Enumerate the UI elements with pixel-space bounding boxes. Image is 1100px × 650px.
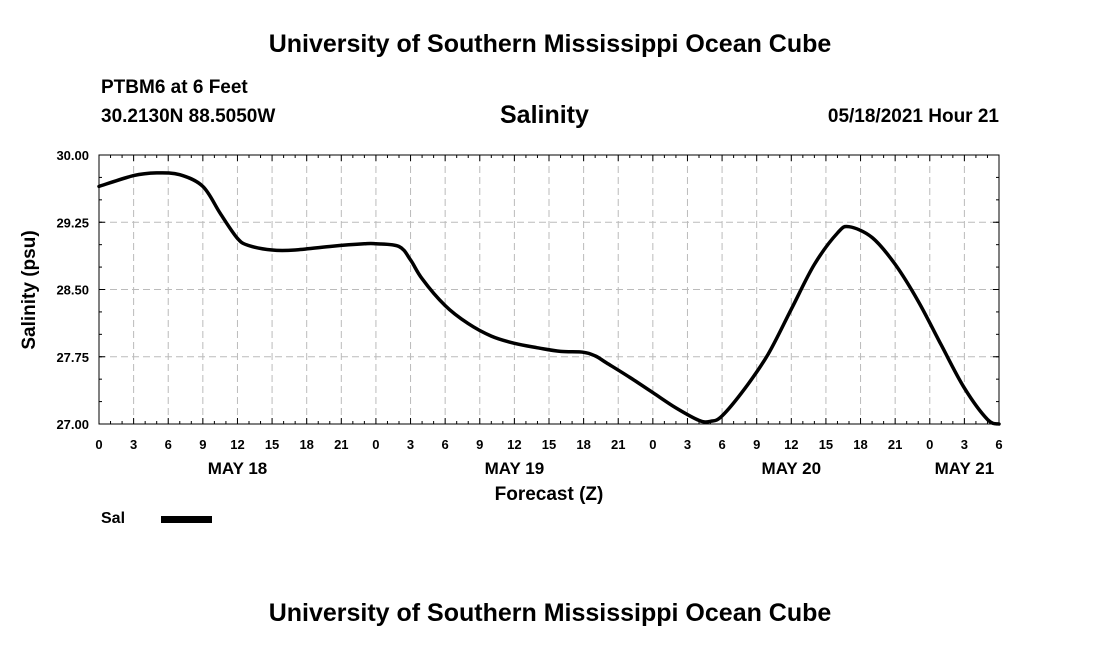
date-label: MAY 21: [935, 459, 995, 478]
x-tick-label: 3: [684, 437, 691, 452]
station-coordinates: 30.2130N 88.5050W: [101, 106, 276, 127]
legend-label: Sal: [101, 510, 126, 527]
x-tick-label: 6: [165, 437, 172, 452]
y-tick-label: 27.75: [56, 350, 89, 365]
x-tick-label: 3: [407, 437, 414, 452]
x-tick-label: 6: [718, 437, 725, 452]
x-tick-label: 6: [995, 437, 1002, 452]
x-tick-label: 15: [265, 437, 279, 452]
x-axis-title: Forecast (Z): [495, 484, 604, 505]
x-tick-label: 9: [476, 437, 483, 452]
x-tick-label: 15: [819, 437, 833, 452]
x-tick-label: 9: [753, 437, 760, 452]
y-axis-title: Salinity (psu): [19, 230, 40, 349]
x-tick-label: 21: [611, 437, 625, 452]
grid-lines: [99, 155, 999, 424]
x-tick-label: 18: [299, 437, 313, 452]
plot-frame: [98, 154, 1000, 425]
y-tick-label: 27.00: [56, 417, 89, 432]
series-layer: [97, 171, 1001, 426]
station-label: PTBM6 at 6 Feet: [101, 77, 248, 98]
variable-title: Salinity: [500, 101, 589, 129]
date-label: MAY 19: [485, 459, 545, 478]
x-tick-label: 0: [926, 437, 933, 452]
forecast-datetime: 05/18/2021 Hour 21: [827, 106, 999, 127]
y-tick-label: 29.25: [56, 215, 89, 230]
x-tick-label: 21: [888, 437, 902, 452]
x-tick-label: 0: [95, 437, 102, 452]
x-tick-label: 6: [442, 437, 449, 452]
x-tick-label: 3: [130, 437, 137, 452]
x-tick-label: 0: [372, 437, 379, 452]
x-tick-label: 12: [507, 437, 521, 452]
date-label: MAY 18: [208, 459, 268, 478]
chart-title: University of Southern Mississippi Ocean…: [268, 30, 832, 58]
y-tick-label: 30.00: [56, 148, 89, 163]
x-tick-label: 12: [230, 437, 244, 452]
legend-line-swatch: [161, 516, 212, 523]
x-tick-label: 0: [649, 437, 656, 452]
x-tick-label: 9: [199, 437, 206, 452]
y-tick-label: 28.50: [56, 283, 89, 298]
x-tick-label: 15: [542, 437, 556, 452]
date-label: MAY 20: [762, 459, 822, 478]
series-line-sal: [97, 171, 1001, 426]
x-tick-label: 12: [784, 437, 798, 452]
x-tick-label: 18: [576, 437, 590, 452]
x-tick-label: 3: [961, 437, 968, 452]
x-tick-label: 21: [334, 437, 348, 452]
footer-title: University of Southern Mississippi Ocean…: [268, 599, 832, 627]
axis-labels: 0 3 6 9 12 15 18 21 0 3 6 9 12 15 18 21 0 3 6 9 12 15 18 21 0 3 6 2…: [56, 148, 1002, 478]
x-tick-label: 18: [853, 437, 867, 452]
